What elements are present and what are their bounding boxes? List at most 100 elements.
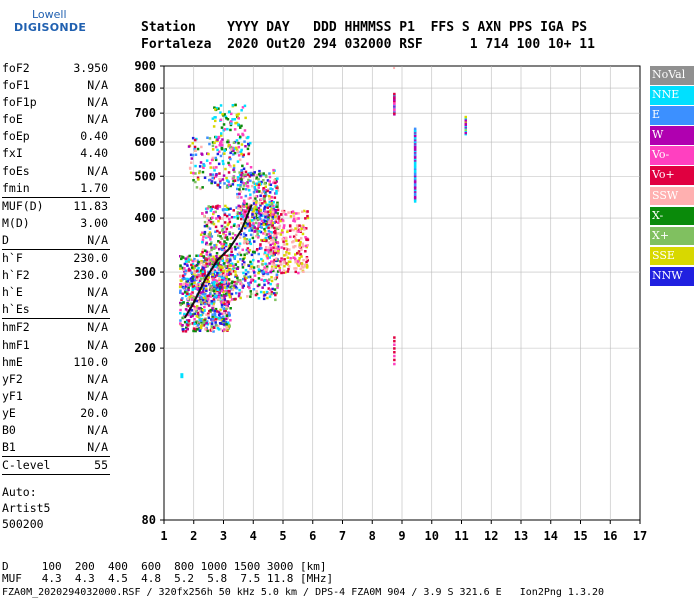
- echo-point: [226, 270, 229, 273]
- echo-point: [183, 291, 187, 294]
- parameter-value: N/A: [87, 112, 108, 127]
- echo-point: [283, 261, 286, 264]
- echo-point: [209, 329, 212, 332]
- echo-point: [179, 274, 182, 278]
- echo-point: [262, 187, 265, 190]
- echo-point: [224, 260, 228, 263]
- echo-point: [250, 229, 254, 232]
- header-line-2: Fortaleza 2020 Out20 294 032000 RSF 1 71…: [141, 37, 595, 52]
- echo-point: [202, 163, 205, 166]
- echo-point: [222, 174, 226, 177]
- echo-point: [273, 196, 277, 199]
- echo-point: [219, 141, 222, 144]
- echo-point: [209, 166, 212, 169]
- echo-point: [210, 302, 213, 305]
- echo-point: [212, 222, 216, 226]
- echo-point: [226, 238, 229, 241]
- echo-point: [286, 263, 290, 266]
- echo-point: [210, 265, 213, 268]
- echo-point: [276, 241, 280, 245]
- echo-point: [244, 272, 248, 276]
- echo-point: [257, 265, 260, 268]
- echo-point: [210, 241, 213, 245]
- echo-point: [225, 227, 229, 231]
- echo-point: [247, 275, 250, 279]
- echo-point: [247, 283, 251, 287]
- echo-point: [236, 160, 240, 163]
- echo-point: [268, 172, 271, 175]
- echo-column-point: [413, 177, 417, 181]
- echo-point: [189, 292, 193, 296]
- echo-point: [220, 294, 223, 297]
- echo-point: [241, 248, 244, 252]
- echo-point: [207, 152, 210, 156]
- parameter-value: 230.0: [73, 268, 108, 283]
- echo-point: [259, 230, 263, 234]
- echo-point: [260, 180, 263, 184]
- echo-point: [301, 210, 304, 213]
- echo-point: [217, 264, 220, 267]
- echo-point: [292, 214, 296, 218]
- echo-point: [219, 179, 222, 183]
- echo-point: [214, 230, 217, 233]
- echo-point: [191, 153, 195, 157]
- echo-point: [181, 324, 184, 327]
- echo-point: [194, 138, 197, 142]
- echo-point: [223, 249, 227, 252]
- echo-point: [188, 254, 191, 258]
- echo-point: [213, 169, 216, 172]
- echo-point: [213, 309, 216, 312]
- echo-point: [222, 323, 226, 326]
- echo-point: [270, 254, 273, 257]
- y-tick-label: 800: [134, 81, 156, 95]
- legend-entry: E: [650, 106, 694, 125]
- echo-point: [272, 204, 275, 208]
- echo-point: [225, 208, 228, 211]
- echo-point: [289, 257, 292, 260]
- echo-point: [207, 270, 210, 274]
- echo-point: [254, 293, 258, 297]
- echo-point: [253, 240, 256, 243]
- echo-point: [209, 254, 212, 258]
- echo-point: [200, 254, 203, 257]
- echo-point: [206, 264, 209, 268]
- echo-point: [212, 255, 215, 258]
- echo-point: [263, 279, 266, 282]
- echo-column-point: [413, 127, 417, 131]
- echo-point: [233, 118, 237, 121]
- echo-point: [215, 173, 218, 177]
- echo-point: [232, 176, 235, 179]
- parameter-row: fxI 4.40: [2, 145, 110, 162]
- echo-point: [233, 266, 236, 270]
- echo-column-point: [413, 164, 417, 168]
- echo-point: [276, 232, 280, 235]
- echo-point: [238, 236, 242, 239]
- echo-point: [227, 280, 230, 283]
- echo-point: [203, 320, 207, 324]
- parameter-separator: [2, 474, 110, 476]
- echo-point: [253, 186, 257, 189]
- echo-point: [199, 187, 202, 191]
- echo-point: [268, 246, 271, 249]
- echo-point: [211, 317, 214, 321]
- echo-point: [179, 289, 182, 292]
- echo-point: [294, 233, 298, 237]
- echo-point: [244, 224, 247, 228]
- echo-point: [261, 274, 265, 277]
- echo-point: [248, 203, 251, 206]
- echo-point: [195, 283, 198, 287]
- echo-point: [186, 327, 189, 331]
- echo-point: [226, 127, 229, 131]
- echo-point: [187, 260, 191, 263]
- echo-point: [224, 279, 228, 282]
- echo-point: [224, 242, 228, 245]
- echo-point: [222, 162, 225, 166]
- echo-point: [243, 256, 246, 259]
- echo-point: [217, 162, 221, 166]
- echo-point: [267, 216, 270, 219]
- parameter-value: 3.950: [73, 61, 108, 75]
- echo-point: [229, 307, 232, 310]
- echo-point: [239, 280, 243, 284]
- echo-point: [184, 285, 188, 288]
- echo-point: [263, 230, 267, 233]
